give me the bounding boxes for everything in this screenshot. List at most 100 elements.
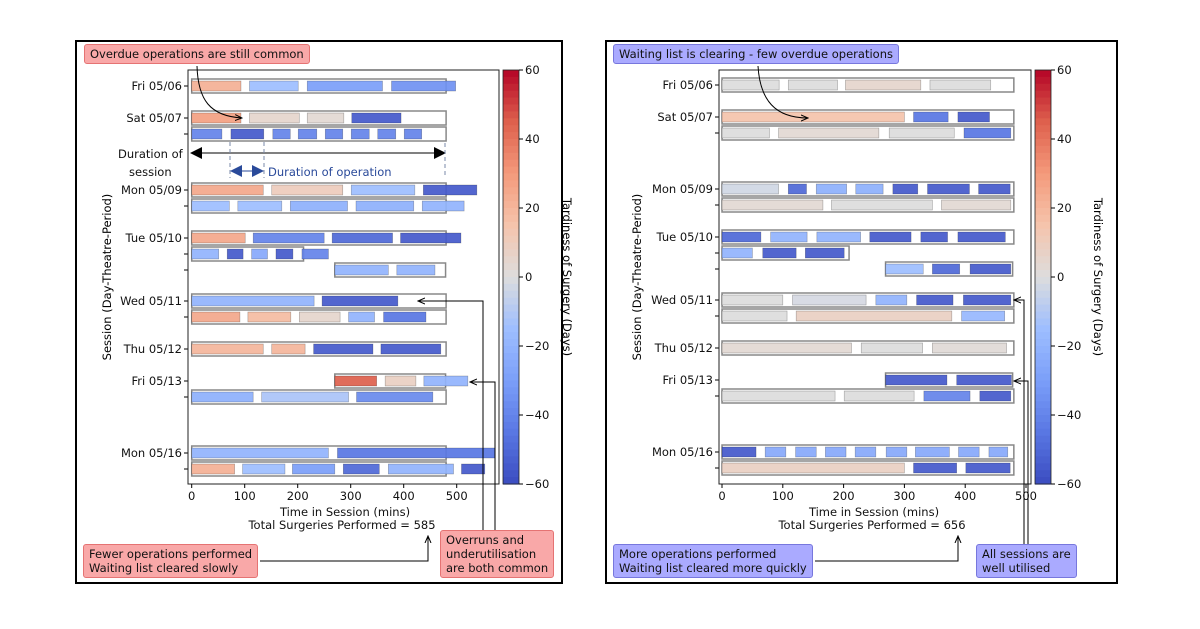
session-row xyxy=(721,109,1015,125)
colorbar-segment xyxy=(1035,297,1051,306)
colorbar-segment xyxy=(503,449,519,457)
operation-bar xyxy=(242,463,286,475)
operation-bar xyxy=(961,310,1006,322)
colorbar-segment xyxy=(1035,242,1051,250)
colorbar-segment xyxy=(1035,139,1051,147)
operation-bar xyxy=(721,247,753,259)
colorbar-segment xyxy=(503,139,519,147)
x-tick-label: 100 xyxy=(234,489,256,503)
colorbar-segment xyxy=(503,463,519,471)
colorbar-segment xyxy=(503,325,519,333)
operation-bar xyxy=(334,264,389,276)
colorbar-segment xyxy=(1035,428,1051,437)
operation-bar xyxy=(915,446,950,458)
x-tick-label: 400 xyxy=(393,489,415,503)
y-tick-label: Sat 05/07 xyxy=(126,111,182,125)
operation-bar xyxy=(237,200,283,212)
operation-bar xyxy=(230,128,265,140)
session-row xyxy=(721,245,850,261)
session-row xyxy=(721,308,1015,324)
operation-bar xyxy=(843,390,915,402)
session-row xyxy=(721,292,1015,308)
colorbar-segment xyxy=(1035,256,1051,264)
y-tick-label: Fri 05/13 xyxy=(132,374,183,388)
operation-bar xyxy=(804,247,845,259)
session-row xyxy=(190,230,462,246)
operation-bar xyxy=(226,248,244,260)
left-x-axis-label: Time in Session (mins) xyxy=(279,505,411,519)
colorbar-tick-label: 0 xyxy=(525,270,532,284)
colorbar-segment xyxy=(503,194,519,202)
operation-bar xyxy=(721,342,852,354)
session-row xyxy=(190,246,329,262)
operation-bar xyxy=(957,111,990,123)
operation-bar xyxy=(261,391,349,403)
colorbar-segment xyxy=(1035,311,1051,319)
x-tick-label: 200 xyxy=(287,489,309,503)
colorbar-segment xyxy=(503,311,519,319)
operation-bar xyxy=(191,463,235,475)
colorbar-segment xyxy=(503,235,519,244)
colorbar-segment xyxy=(503,442,519,451)
operation-bar xyxy=(929,79,992,91)
y-tick-label: Tue 05/10 xyxy=(656,230,713,244)
operation-bar xyxy=(342,463,380,475)
operation-bar xyxy=(306,112,345,124)
colorbar-tick-label: 0 xyxy=(1057,270,1064,284)
colorbar-segment xyxy=(503,456,519,464)
operation-bar xyxy=(313,343,374,355)
colorbar-segment xyxy=(1035,346,1051,354)
session-row xyxy=(190,309,447,325)
session-row xyxy=(721,125,1015,141)
colorbar-segment xyxy=(1035,159,1051,168)
colorbar-segment xyxy=(503,97,519,106)
colorbar-segment xyxy=(503,470,519,478)
left-y-axis-label: Session (Day-Theatre-Period) xyxy=(100,193,114,361)
colorbar-tick-label: 60 xyxy=(525,63,540,77)
colorbar-tick-label: −40 xyxy=(525,408,549,422)
colorbar-segment xyxy=(1035,125,1051,133)
operation-bar xyxy=(324,128,344,140)
operation-bar xyxy=(271,343,306,355)
panel-left: Fri 05/06 Sat 05/07 Mon 05/09 Tue 05/10 Wed … xyxy=(75,40,563,584)
session-row xyxy=(721,197,1015,213)
colorbar-segment xyxy=(503,118,519,126)
operation-bar xyxy=(831,199,933,211)
operation-bar xyxy=(721,79,780,91)
colorbar-tick-label: −60 xyxy=(525,477,549,491)
operation-bar xyxy=(275,248,294,260)
operation-bar xyxy=(249,80,299,92)
x-tick-label: 0 xyxy=(188,489,195,503)
colorbar-segment xyxy=(503,352,519,361)
axes-frame xyxy=(187,69,500,485)
overdue-arrow xyxy=(196,65,242,118)
note-waiting-list-clearing: Waiting list is clearing - few overdue o… xyxy=(613,44,899,64)
operation-bar xyxy=(932,263,961,275)
colorbar-segment xyxy=(503,173,519,181)
colorbar-segment xyxy=(503,214,519,223)
colorbar-tick-label: 60 xyxy=(1057,63,1072,77)
colorbar-segment xyxy=(503,373,519,382)
session-row xyxy=(190,126,447,142)
operation-bar xyxy=(191,248,220,260)
operation-bar xyxy=(191,200,230,212)
left-colorbar-label: Tardiness of Surgery (Days) xyxy=(560,197,574,357)
y-tick-label: Wed 05/11 xyxy=(120,294,182,308)
operation-bar xyxy=(337,447,496,459)
more-ops-arrow xyxy=(815,536,958,562)
operation-bar xyxy=(795,310,953,322)
operation-bar xyxy=(923,390,971,402)
operation-bar xyxy=(396,264,436,276)
operation-bar xyxy=(795,446,817,458)
plot-area: Fri 05/06 Sat 05/07 Mon 05/09 Tue 05/10 Wed … xyxy=(651,77,1015,476)
colorbar-segment xyxy=(1035,318,1051,326)
colorbar-segment xyxy=(503,401,519,409)
session-row xyxy=(190,389,447,405)
colorbar-segment xyxy=(503,339,519,347)
colorbar-tick-label: 40 xyxy=(1057,132,1072,146)
operation-bar xyxy=(721,127,770,139)
operation-bar xyxy=(721,111,905,123)
colorbar-segment xyxy=(1035,90,1051,99)
colorbar-segment xyxy=(503,421,519,430)
